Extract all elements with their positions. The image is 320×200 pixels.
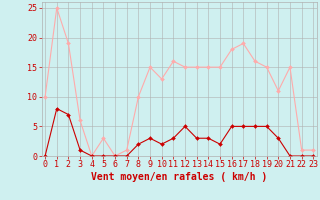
X-axis label: Vent moyen/en rafales ( km/h ): Vent moyen/en rafales ( km/h ) (91, 172, 267, 182)
